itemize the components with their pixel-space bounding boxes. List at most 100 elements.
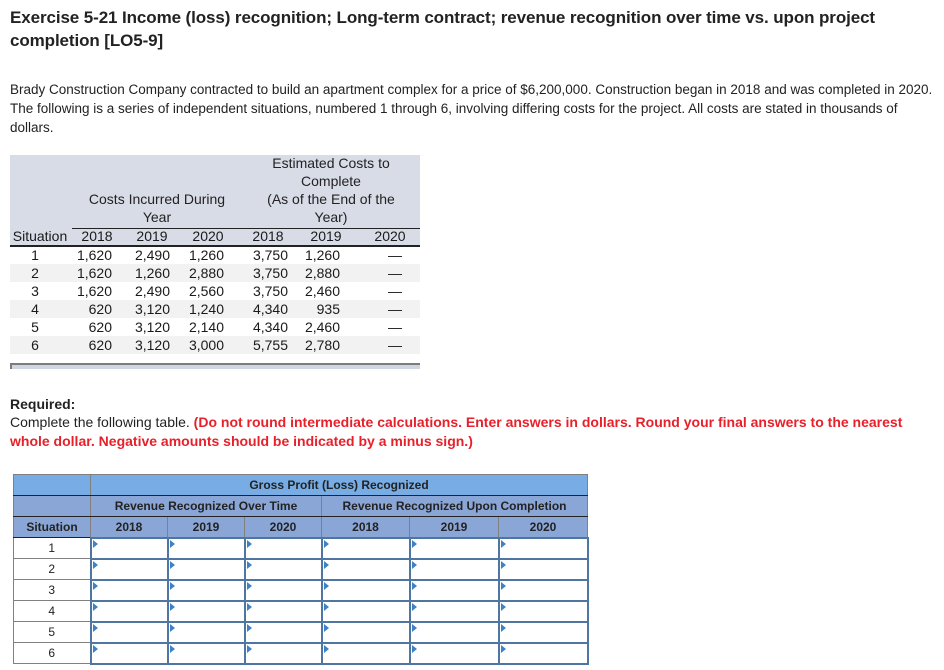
answer-cell[interactable]: [166, 578, 246, 602]
answer-input[interactable]: [168, 601, 244, 621]
answer-cell[interactable]: [166, 536, 246, 560]
situation-col-header: Situation: [12, 228, 68, 244]
cell-value: 1,620: [76, 265, 112, 281]
situation-number: 4: [31, 301, 39, 317]
answer-input[interactable]: [91, 643, 167, 663]
answer-input[interactable]: [245, 559, 321, 579]
cell-value: 620: [88, 319, 112, 335]
upon-completion-header: Revenue Recognized Upon Completion: [321, 495, 588, 517]
answer-cell[interactable]: [408, 557, 500, 581]
answer-input[interactable]: [322, 643, 409, 663]
situation-number: 1: [31, 247, 39, 263]
input-marker-icon: [169, 581, 175, 590]
answer-cell[interactable]: [408, 620, 500, 644]
answer-input[interactable]: [91, 538, 167, 558]
answer-cell[interactable]: [408, 599, 500, 623]
answer-input[interactable]: [322, 601, 409, 621]
answer-cell[interactable]: [89, 599, 169, 623]
answer-cell[interactable]: [243, 599, 323, 623]
answer-input[interactable]: [168, 622, 244, 642]
year-header: 2020: [374, 228, 406, 244]
cell-value: 620: [88, 301, 112, 317]
input-marker-icon: [323, 644, 329, 653]
cell-value: 1,260: [134, 265, 170, 281]
answer-cell[interactable]: [243, 536, 323, 560]
input-marker-icon: [411, 560, 417, 569]
answer-cell[interactable]: [166, 557, 246, 581]
situation-number: 6: [31, 337, 39, 353]
answer-input[interactable]: [168, 538, 244, 558]
answer-input[interactable]: [499, 559, 587, 579]
answer-input[interactable]: [91, 622, 167, 642]
answer-cell[interactable]: [243, 641, 323, 665]
answer-input[interactable]: [168, 580, 244, 600]
answer-input[interactable]: [245, 622, 321, 642]
answer-cell[interactable]: [497, 641, 589, 665]
answer-input[interactable]: [499, 538, 587, 558]
answer-input[interactable]: [322, 580, 409, 600]
answer-cell[interactable]: [320, 557, 411, 581]
answer-cell[interactable]: [497, 557, 589, 581]
answer-cell[interactable]: [320, 620, 411, 644]
answer-input[interactable]: [245, 601, 321, 621]
answer-input[interactable]: [245, 643, 321, 663]
answer-input[interactable]: [168, 643, 244, 663]
cell-value: 3,750: [252, 283, 288, 299]
answer-cell[interactable]: [408, 536, 500, 560]
answer-cell[interactable]: [243, 557, 323, 581]
answer-input[interactable]: [322, 538, 409, 558]
answer-input[interactable]: [499, 643, 587, 663]
answer-cell[interactable]: [320, 641, 411, 665]
answer-cell[interactable]: [408, 578, 500, 602]
problem-intro: Brady Construction Company contracted to…: [10, 82, 933, 135]
answer-input[interactable]: [410, 622, 498, 642]
answer-input[interactable]: [410, 559, 498, 579]
answer-input[interactable]: [499, 622, 587, 642]
answer-cell[interactable]: [497, 620, 589, 644]
answer-cell[interactable]: [89, 578, 169, 602]
answer-input[interactable]: [91, 580, 167, 600]
input-marker-icon: [92, 623, 98, 632]
answer-cell[interactable]: [320, 578, 411, 602]
answer-input[interactable]: [91, 601, 167, 621]
answer-cell[interactable]: [320, 536, 411, 560]
input-marker-icon: [323, 560, 329, 569]
input-marker-icon: [92, 644, 98, 653]
costs-table-header: Costs Incurred During Year Estimated Cos…: [10, 155, 420, 247]
answer-cell[interactable]: [89, 641, 169, 665]
answer-cell[interactable]: [408, 641, 500, 665]
cell-value: —: [388, 301, 402, 317]
answer-input[interactable]: [245, 538, 321, 558]
answer-cell[interactable]: [166, 620, 246, 644]
answer-input[interactable]: [91, 559, 167, 579]
costs-incurred-line2: Year: [142, 209, 172, 225]
answer-cell[interactable]: [497, 536, 589, 560]
answer-cell[interactable]: [89, 557, 169, 581]
cell-value: 1,620: [76, 247, 112, 263]
year-header: 2018: [252, 228, 284, 244]
answer-cell[interactable]: [166, 641, 246, 665]
answer-cell[interactable]: [243, 578, 323, 602]
year-header: 2020: [192, 228, 224, 244]
answer-input[interactable]: [410, 601, 498, 621]
answer-cell[interactable]: [497, 599, 589, 623]
input-marker-icon: [92, 602, 98, 611]
answer-input[interactable]: [168, 559, 244, 579]
answer-input[interactable]: [410, 643, 498, 663]
answer-row: 5: [13, 620, 589, 644]
data-row: 1 1,620 2,490 1,260 3,750 1,260 —: [10, 246, 420, 264]
answer-input[interactable]: [322, 622, 409, 642]
answer-input[interactable]: [245, 580, 321, 600]
answer-cell[interactable]: [320, 599, 411, 623]
answer-cell[interactable]: [89, 536, 169, 560]
answer-input[interactable]: [322, 559, 409, 579]
answer-cell[interactable]: [243, 620, 323, 644]
answer-cell[interactable]: [497, 578, 589, 602]
answer-input[interactable]: [499, 580, 587, 600]
answer-input[interactable]: [499, 601, 587, 621]
answer-input[interactable]: [410, 580, 498, 600]
answer-cell[interactable]: [166, 599, 246, 623]
answer-cell[interactable]: [89, 620, 169, 644]
answer-input[interactable]: [410, 538, 498, 558]
cell-value: 2,560: [188, 283, 224, 299]
